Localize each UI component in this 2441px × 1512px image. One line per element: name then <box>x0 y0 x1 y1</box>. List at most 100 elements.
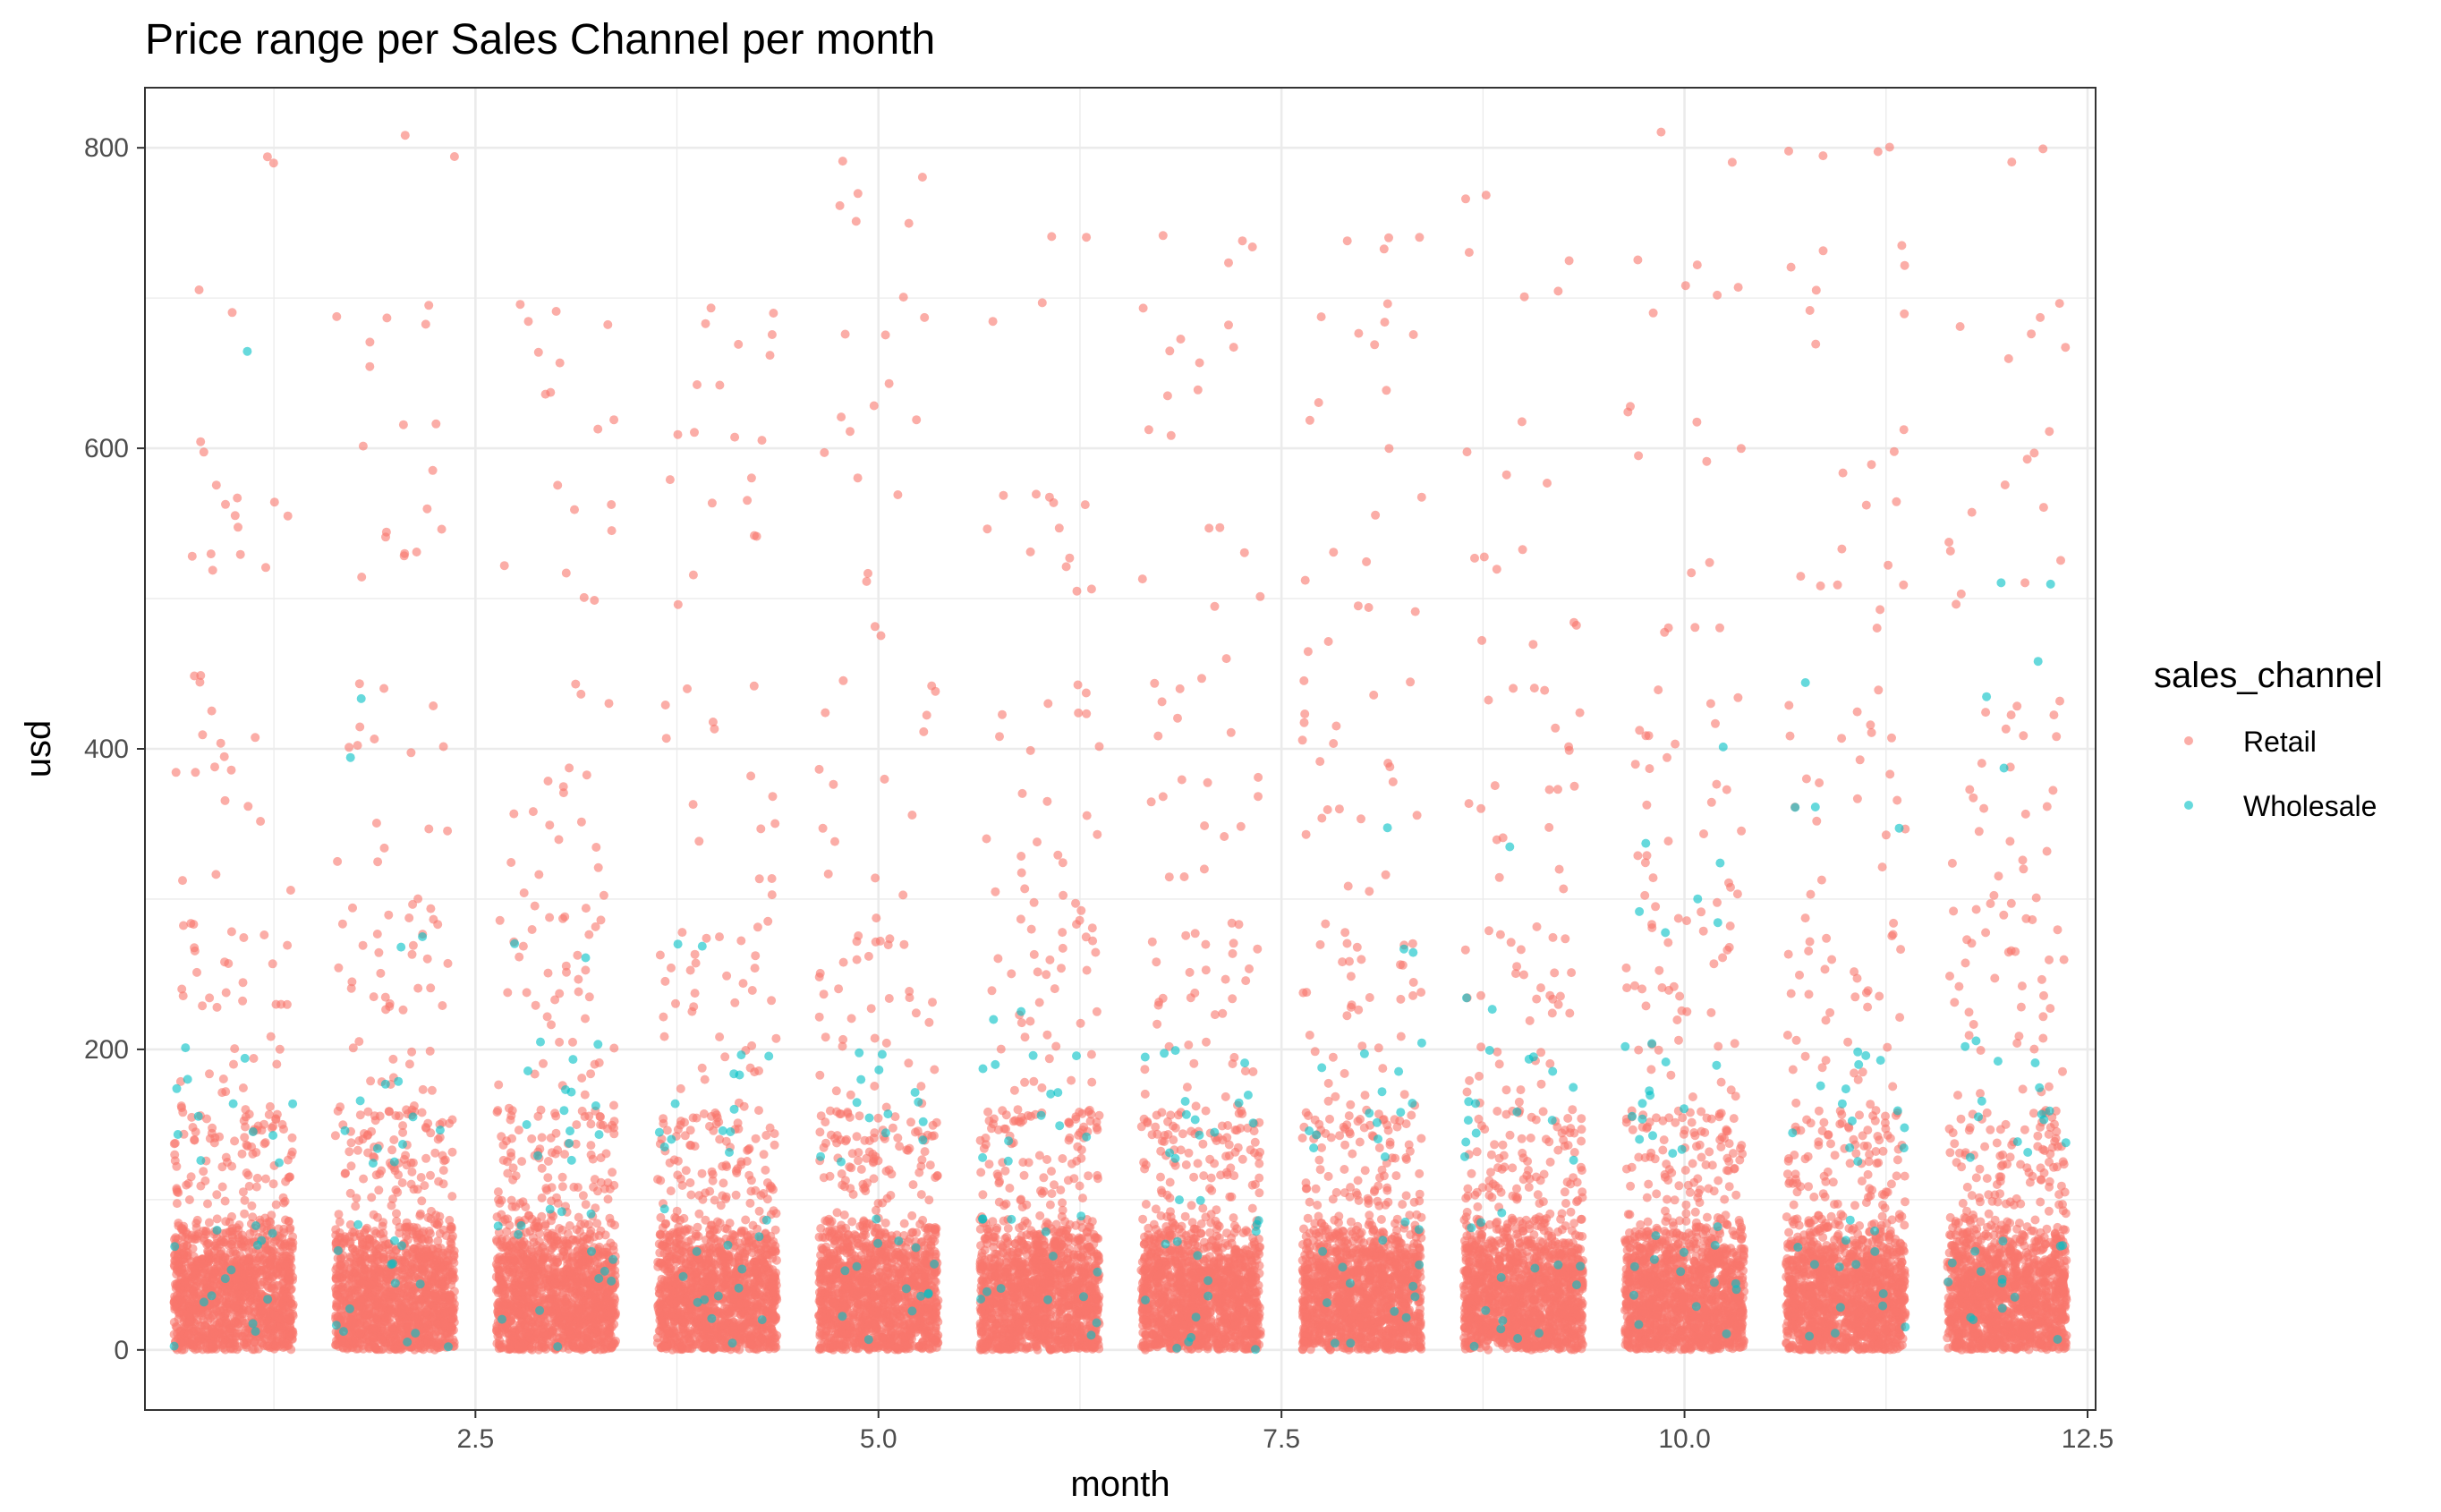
point-retail <box>498 1255 508 1265</box>
point-retail <box>367 1193 377 1202</box>
point-retail <box>448 1307 458 1317</box>
point-retail <box>440 1308 450 1318</box>
point-retail <box>373 1212 382 1222</box>
point-retail <box>438 1179 448 1189</box>
point-retail <box>244 1181 254 1191</box>
point-retail <box>189 1341 199 1350</box>
point-retail <box>407 1247 417 1257</box>
point-retail <box>505 1341 515 1351</box>
point-retail <box>177 1265 187 1274</box>
point-retail <box>362 1223 372 1233</box>
point-retail <box>537 1193 547 1202</box>
point-retail <box>218 1339 228 1349</box>
point-retail <box>415 1339 425 1349</box>
point-retail <box>524 1210 534 1220</box>
point-retail <box>563 1300 573 1310</box>
point-retail <box>518 1345 528 1355</box>
point-retail <box>184 1195 194 1204</box>
point-retail <box>174 1282 183 1292</box>
point-retail <box>240 1209 250 1219</box>
point-retail <box>423 1337 433 1346</box>
data-points <box>169 127 2071 1355</box>
point-retail <box>590 1175 600 1185</box>
point-retail <box>402 1323 412 1333</box>
point-retail <box>346 1138 356 1148</box>
point-retail <box>568 1235 578 1244</box>
point-retail <box>603 1194 613 1204</box>
point-retail <box>770 1225 780 1235</box>
point-retail <box>357 1237 367 1247</box>
point-retail <box>375 1111 385 1121</box>
point-retail <box>391 1185 401 1194</box>
point-retail <box>434 1266 444 1276</box>
point-retail <box>447 1234 456 1244</box>
point-retail <box>227 1230 237 1240</box>
point-retail <box>497 1132 506 1142</box>
point-retail <box>564 1326 574 1336</box>
point-retail <box>606 1238 616 1248</box>
point-retail <box>736 1310 745 1320</box>
point-retail <box>601 1149 611 1159</box>
point-retail <box>245 1266 255 1276</box>
point-retail <box>561 1308 571 1317</box>
point-retail <box>585 1286 595 1295</box>
point-retail <box>191 1281 200 1291</box>
point-retail <box>548 1289 557 1298</box>
point-retail <box>288 1329 298 1338</box>
point-retail <box>438 1248 448 1258</box>
point-retail <box>360 1280 369 1290</box>
point-retail <box>240 1339 249 1349</box>
point-retail <box>284 1173 293 1183</box>
point-retail <box>258 1318 268 1328</box>
point-retail <box>377 1335 387 1345</box>
point-retail <box>586 1141 596 1151</box>
chart-title: Price range per Sales Channel per month <box>145 16 935 64</box>
point-retail <box>575 1315 585 1325</box>
point-retail <box>370 1318 379 1328</box>
point-retail <box>527 1342 537 1352</box>
point-retail <box>228 1338 238 1346</box>
point-retail <box>171 1321 181 1331</box>
point-retail <box>381 1272 391 1282</box>
point-retail <box>353 1253 362 1262</box>
point-retail <box>363 1107 373 1117</box>
point-retail <box>170 1138 180 1148</box>
point-retail <box>268 1179 278 1189</box>
point-retail <box>279 1302 289 1312</box>
point-retail <box>583 1277 593 1286</box>
point-retail <box>371 1228 381 1238</box>
point-retail <box>534 1245 544 1255</box>
point-retail <box>272 1251 282 1261</box>
point-retail <box>279 1125 288 1134</box>
point-retail <box>174 1307 183 1317</box>
point-retail <box>558 1251 568 1261</box>
point-retail <box>271 1114 281 1124</box>
point-retail <box>401 1151 411 1160</box>
point-retail <box>377 1303 387 1312</box>
point-retail <box>392 1209 401 1219</box>
point-retail <box>242 1254 251 1264</box>
point-retail <box>344 1232 354 1242</box>
point-retail <box>280 1338 290 1348</box>
point-retail <box>366 1339 376 1349</box>
point-retail <box>596 1345 605 1355</box>
point-retail <box>331 1340 341 1349</box>
point-retail <box>543 1322 553 1332</box>
point-retail <box>549 1239 559 1249</box>
point-retail <box>182 1278 191 1288</box>
point-retail <box>558 1333 568 1343</box>
point-retail <box>402 1218 412 1227</box>
point-retail <box>259 1139 269 1149</box>
point-retail <box>506 1195 516 1205</box>
point-retail <box>277 1268 287 1278</box>
point-retail <box>542 1185 552 1195</box>
point-retail <box>216 1250 225 1260</box>
point-retail <box>330 1131 340 1141</box>
point-retail <box>285 1237 294 1247</box>
point-retail <box>279 1259 289 1269</box>
point-retail <box>208 1341 217 1351</box>
point-retail <box>420 1181 430 1191</box>
point-retail <box>586 1311 596 1321</box>
point-retail <box>494 1344 504 1354</box>
point-retail <box>575 1227 584 1236</box>
